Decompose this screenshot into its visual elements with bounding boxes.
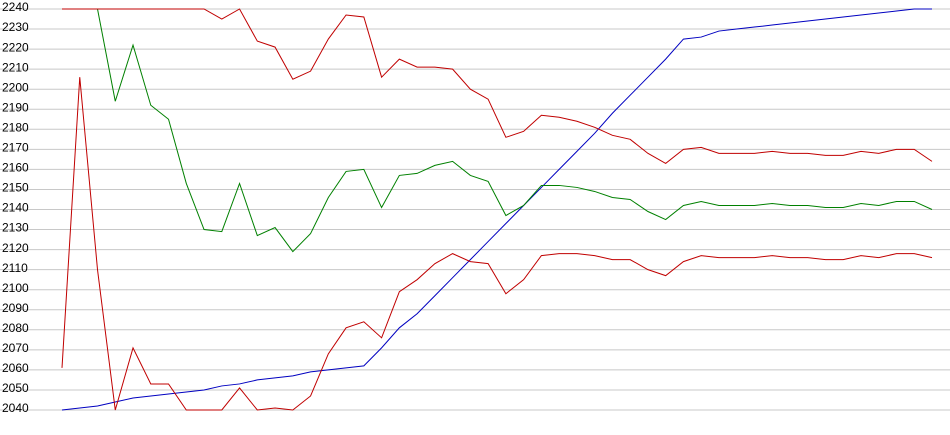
y-tick-label: 2180 [2, 120, 29, 134]
y-tick-label: 2100 [2, 281, 29, 295]
y-tick-label: 2050 [2, 381, 29, 395]
series-line [61, 77, 933, 411]
y-tick-label: 2070 [2, 341, 29, 355]
y-tick-label: 2240 [2, 0, 29, 14]
y-tick-label: 2130 [2, 221, 29, 235]
series-line [62, 8, 933, 164]
y-tick-label: 2170 [2, 141, 29, 155]
series-line [61, 8, 932, 411]
y-tick-label: 2210 [2, 60, 29, 74]
y-tick-label: 2230 [2, 20, 29, 34]
y-tick-label: 2140 [2, 201, 29, 215]
y-tick-label: 2160 [2, 161, 29, 175]
y-tick-label: 2090 [2, 301, 29, 315]
y-tick-label: 2080 [2, 321, 29, 335]
y-tick-label: 2040 [2, 401, 29, 415]
y-tick-label: 2200 [2, 80, 29, 94]
y-tick-label: 2120 [2, 241, 29, 255]
series-line [62, 8, 933, 253]
y-tick-label: 2110 [2, 261, 28, 275]
y-tick-label: 2190 [2, 100, 29, 114]
y-tick-label: 2220 [2, 40, 29, 54]
y-tick-label: 2150 [2, 181, 29, 195]
y-tick-label: 2060 [2, 361, 29, 375]
